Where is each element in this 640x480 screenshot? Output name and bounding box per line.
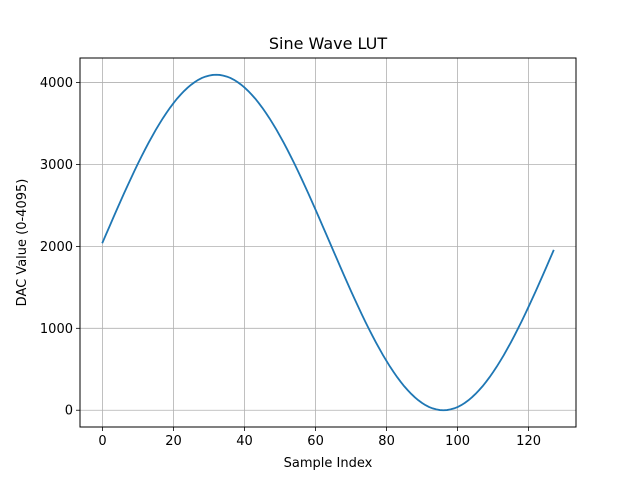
y-axis-label: DAC Value (0-4095) bbox=[15, 179, 30, 307]
x-tick-label: 60 bbox=[307, 434, 324, 449]
y-tick-label: 0 bbox=[65, 404, 73, 419]
y-tick-label: 1000 bbox=[40, 322, 73, 337]
grid-lines bbox=[80, 58, 576, 427]
x-axis-label: Sample Index bbox=[284, 456, 373, 471]
x-tick-label: 100 bbox=[445, 434, 470, 449]
x-tick-label: 40 bbox=[236, 434, 253, 449]
x-tick-label: 120 bbox=[516, 434, 541, 449]
ticks-layer: 0 20 40 60 80 100 120 0 1000 2000 3000 4000 bbox=[40, 76, 541, 449]
y-tick-label: 4000 bbox=[40, 76, 73, 91]
y-tick-label: 2000 bbox=[40, 240, 73, 255]
axes-frame bbox=[79, 57, 577, 428]
x-tick-label: 20 bbox=[165, 434, 182, 449]
x-tick-label: 0 bbox=[98, 434, 106, 449]
series-line bbox=[101, 73, 555, 412]
series-layer bbox=[101, 73, 555, 412]
chart-title: Sine Wave LUT bbox=[269, 34, 388, 53]
y-tick-label: 3000 bbox=[40, 158, 73, 173]
x-tick-label: 80 bbox=[378, 434, 395, 449]
